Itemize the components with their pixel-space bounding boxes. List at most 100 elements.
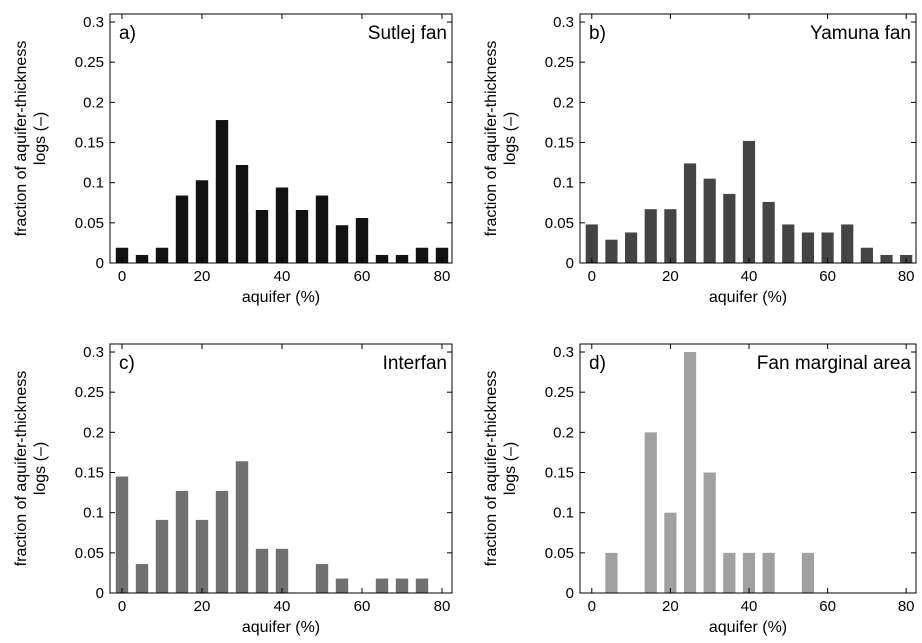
chart-panel-4: 0 0.05 0.1 0.15 0.2 0.25 0.3 0 20 40 60 80 aquifer (… (483, 343, 917, 636)
bar-75 (415, 578, 429, 593)
x-tick-label: 0 (588, 598, 596, 615)
y-tick-label: 0.15 (545, 135, 574, 152)
y-tick-label: 0.05 (545, 215, 574, 232)
y-tick-label: 0.15 (75, 465, 104, 482)
x-tick-label: 40 (741, 598, 758, 615)
plot-frame (579, 13, 917, 264)
y-tick-label: 0.2 (553, 424, 574, 441)
y-tick-label: 0 (96, 255, 104, 272)
x-tick-label: 80 (898, 268, 915, 285)
bar-30 (235, 165, 249, 263)
bar-0 (585, 224, 598, 263)
bar-50 (315, 564, 329, 593)
bar-5 (605, 239, 618, 263)
bar-70 (395, 254, 409, 263)
bar-70 (395, 578, 409, 593)
bar-10 (155, 519, 169, 593)
plot-frame (579, 343, 917, 594)
x-tick-label: 20 (194, 598, 211, 615)
x-tick-label: 60 (819, 268, 836, 285)
bar-35 (723, 552, 736, 593)
y-tick-label: 0.05 (75, 545, 104, 562)
x-tick-label: 60 (354, 598, 371, 615)
y-tick-label: 0.1 (83, 175, 104, 192)
x-tick-label: 40 (741, 268, 758, 285)
x-axis-label: aquifer (%) (242, 289, 320, 306)
x-tick-label: 20 (662, 598, 679, 615)
x-tick-label: 20 (194, 268, 211, 285)
y-tick-label: 0.1 (83, 505, 104, 522)
bar-40 (742, 552, 756, 593)
bar-25 (683, 352, 697, 593)
bar-55 (335, 225, 349, 263)
x-axis-label: aquifer (%) (709, 619, 787, 636)
bar-10 (155, 247, 169, 263)
bar-35 (723, 193, 736, 263)
bar-45 (762, 552, 775, 593)
bar-45 (762, 201, 775, 263)
x-tick-label: 40 (274, 598, 291, 615)
panel-label: a) (119, 23, 136, 44)
bar-60 (821, 232, 834, 263)
y-axis-label: fraction of aquifer-thickness logs (–) (13, 41, 49, 237)
bar-55 (801, 232, 815, 263)
y-tick-label: 0.15 (545, 465, 574, 482)
bar-75 (415, 247, 429, 263)
y-tick-label: 0.25 (75, 54, 104, 71)
y-tick-label: 0 (96, 585, 104, 602)
bar-40 (742, 140, 756, 263)
bar-30 (703, 178, 716, 263)
y-tick-label: 0.25 (545, 384, 574, 401)
bar-5 (605, 552, 618, 593)
bar-75 (880, 254, 893, 263)
bar-15 (175, 490, 189, 593)
x-tick-label: 20 (662, 268, 679, 285)
bar-15 (175, 195, 189, 263)
y-tick-label: 0.2 (553, 94, 574, 111)
bar-50 (315, 195, 329, 263)
panel-title: Sutlej fan (368, 23, 447, 44)
y-tick-label: 0 (566, 585, 574, 602)
bar-20 (195, 180, 209, 263)
bar-20 (664, 512, 677, 593)
panel-label: b) (589, 23, 606, 44)
y-axis-label-line: fraction of aquifer-thickness (13, 371, 30, 567)
x-tick-label: 60 (354, 268, 371, 285)
y-tick-label: 0.25 (75, 384, 104, 401)
bar-15 (644, 209, 657, 263)
bar-65 (841, 224, 854, 263)
bar-5 (135, 564, 149, 593)
bar-65 (375, 254, 389, 263)
bar-30 (235, 461, 249, 593)
y-axis-label-line: logs (–) (502, 442, 519, 495)
bar-10 (625, 232, 638, 263)
bar-35 (255, 548, 269, 593)
y-tick-label: 0.1 (553, 175, 574, 192)
x-tick-label: 40 (274, 268, 291, 285)
panel-title: Interfan (383, 353, 447, 374)
x-tick-label: 80 (434, 268, 451, 285)
y-tick-label: 0.3 (83, 344, 104, 361)
x-tick-label: 80 (898, 598, 915, 615)
bar-25 (683, 163, 697, 263)
bar-55 (801, 552, 815, 593)
bar-5 (135, 254, 149, 263)
bar-25 (215, 120, 229, 263)
y-axis-label-line: fraction of aquifer-thickness (483, 41, 500, 237)
bar-65 (375, 578, 389, 593)
bar-40 (275, 548, 289, 593)
bar-0 (115, 247, 129, 263)
bar-20 (195, 519, 209, 593)
x-axis-label: aquifer (%) (709, 289, 787, 306)
y-tick-label: 0.15 (75, 135, 104, 152)
bar-80 (435, 247, 449, 263)
panel-title: Fan marginal area (757, 353, 912, 374)
panel-title: Yamuna fan (810, 23, 911, 44)
y-tick-label: 0.05 (545, 545, 574, 562)
y-axis-label-line: logs (–) (502, 112, 519, 165)
y-tick-label: 0.1 (553, 505, 574, 522)
bar-30 (703, 472, 716, 593)
y-tick-label: 0.3 (83, 14, 104, 31)
y-tick-label: 0.2 (83, 424, 104, 441)
bar-60 (355, 218, 369, 263)
